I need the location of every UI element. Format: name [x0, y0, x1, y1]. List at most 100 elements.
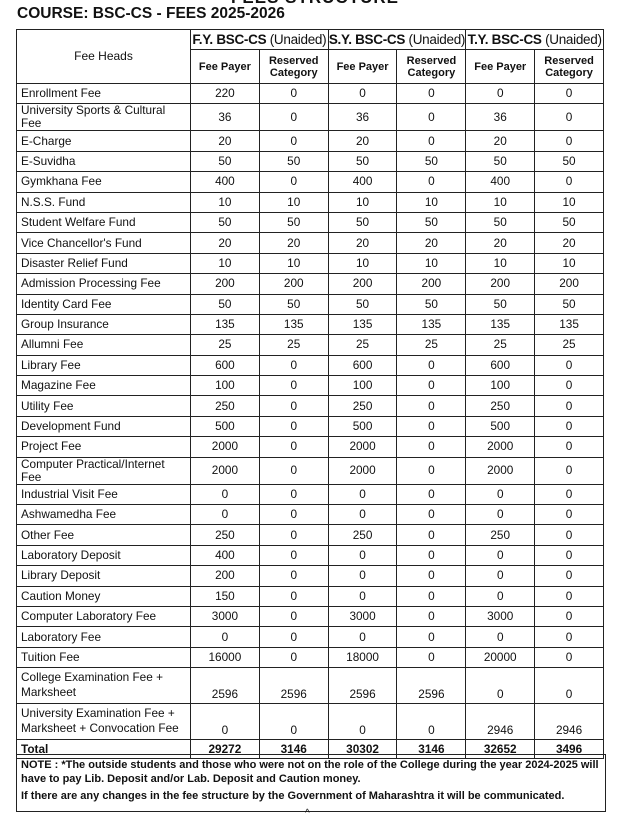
- fee-head-cell: Industrial Visit Fee: [16, 483, 191, 506]
- amount-cell: 0: [396, 375, 467, 397]
- amount-cell: 10: [534, 191, 604, 213]
- fee-payer-header: Fee Payer: [327, 49, 398, 84]
- table-row: Ashwamedha Fee 0 0 0 0 0 0: [16, 504, 604, 526]
- amount-cell: 2596: [327, 667, 398, 705]
- table-row: Magazine Fee 100 0 100 0 100 0: [16, 375, 604, 397]
- amount-cell: 10: [190, 252, 260, 275]
- reserved-category-header: Reserved Category: [396, 49, 467, 84]
- fee-head-cell: University Sports & Cultural Fee: [16, 103, 191, 132]
- amount-cell: 0: [534, 626, 604, 648]
- note-box: NOTE : *The outside students and those w…: [16, 754, 606, 812]
- amount-cell: 0: [396, 605, 467, 628]
- amount-cell: 0: [534, 171, 604, 193]
- fee-head-cell: Ashwamedha Fee: [16, 504, 191, 526]
- amount-cell: 10: [327, 252, 398, 275]
- amount-cell: 0: [258, 436, 329, 458]
- reserved-category-header: Reserved Category: [258, 49, 329, 84]
- amount-cell: 0: [534, 456, 604, 485]
- page-title: FEES STRUCTURE: [0, 0, 630, 8]
- amount-cell: 50: [258, 293, 329, 315]
- amount-cell: 0: [258, 130, 329, 152]
- amount-cell: 0: [190, 483, 260, 506]
- fee-structure-table: Fee Heads F.Y. BSC-CS (Unaided) S.Y. BSC…: [16, 29, 604, 760]
- amount-cell: 0: [396, 171, 467, 193]
- amount-cell: 0: [327, 82, 398, 105]
- amount-cell: 250: [327, 395, 398, 417]
- fee-head-cell: Magazine Fee: [16, 375, 191, 397]
- table-row: Laboratory Deposit 400 0 0 0 0 0: [16, 544, 604, 567]
- amount-cell: 0: [396, 483, 467, 506]
- amount-cell: 200: [327, 273, 398, 295]
- amount-cell: 25: [258, 334, 329, 356]
- table-row: College Examination Fee + Marksheet 2596 25…: [16, 667, 604, 705]
- fee-head-cell: Utility Fee: [16, 395, 191, 417]
- amount-cell: 36: [190, 103, 260, 132]
- amount-cell: 135: [465, 313, 536, 336]
- amount-cell: 3000: [465, 605, 536, 628]
- fee-head-cell: Tuition Fee: [16, 646, 191, 669]
- fee-head-cell: Laboratory Deposit: [16, 544, 191, 567]
- amount-cell: 50: [190, 211, 260, 234]
- fee-head-line: College Examination Fee +: [21, 669, 163, 684]
- amount-cell: 20: [534, 232, 604, 254]
- amount-cell: 0: [534, 415, 604, 438]
- amount-cell: 200: [190, 273, 260, 295]
- amount-cell: 0: [396, 585, 467, 607]
- amount-cell: 0: [258, 524, 329, 546]
- amount-cell: 600: [327, 354, 398, 377]
- amount-cell: 50: [327, 211, 398, 234]
- amount-cell: 10: [327, 191, 398, 213]
- amount-cell: 50: [465, 150, 536, 173]
- amount-cell: 200: [465, 273, 536, 295]
- amount-cell: 0: [465, 565, 536, 587]
- amount-cell: 0: [258, 103, 329, 132]
- table-row: Laboratory Fee 0 0 0 0 0 0: [16, 626, 604, 648]
- amount-cell: 10: [465, 191, 536, 213]
- amount-cell: 20: [190, 130, 260, 152]
- fee-head-cell: Enrollment Fee: [16, 82, 191, 105]
- amount-cell: 10: [258, 252, 329, 275]
- amount-cell: 250: [190, 524, 260, 546]
- amount-cell: 3000: [327, 605, 398, 628]
- amount-cell: 0: [396, 415, 467, 438]
- amount-cell: 25: [534, 334, 604, 356]
- fee-head-cell: Group Insurance: [16, 313, 191, 336]
- amount-cell: 135: [190, 313, 260, 336]
- table-row: Other Fee 250 0 250 0 250 0: [16, 524, 604, 546]
- table-row: Project Fee 2000 0 2000 0 2000 0: [16, 436, 604, 458]
- amount-cell: 100: [465, 375, 536, 397]
- amount-cell: 50: [396, 211, 467, 234]
- amount-cell: 0: [534, 585, 604, 607]
- amount-cell: 0: [258, 626, 329, 648]
- amount-cell: 250: [465, 524, 536, 546]
- amount-cell: 0: [396, 544, 467, 567]
- amount-cell: 0: [258, 82, 329, 105]
- amount-cell: 0: [396, 130, 467, 152]
- table-row: Identity Card Fee 50 50 50 50 50 50: [16, 293, 604, 315]
- amount-cell: 200: [190, 565, 260, 587]
- amount-cell: 200: [258, 273, 329, 295]
- note-line-2: If there are any changes in the fee stru…: [21, 790, 565, 802]
- amount-cell: 0: [465, 544, 536, 567]
- fee-head-cell: Admission Processing Fee: [16, 273, 191, 295]
- table-row: Group Insurance 135 135 135 135 135 135: [16, 313, 604, 336]
- amount-cell: 250: [190, 395, 260, 417]
- caret-mark: ^: [305, 808, 310, 819]
- course-title: COURSE: BSC-CS - FEES 2025-2026: [17, 5, 285, 22]
- amount-cell: 50: [534, 293, 604, 315]
- amount-cell: 0: [396, 395, 467, 417]
- amount-cell: 20: [396, 232, 467, 254]
- table-row: Computer Laboratory Fee 3000 0 3000 0 3000 0: [16, 605, 604, 628]
- amount-cell: 0: [534, 544, 604, 567]
- amount-cell: 0: [396, 436, 467, 458]
- group-header-fy: F.Y. BSC-CS (Unaided): [190, 29, 329, 50]
- table-row: University Sports & Cultural Fee 36 0 36 0 36…: [16, 103, 604, 132]
- fee-head-cell: Identity Card Fee: [16, 293, 191, 315]
- amount-cell: 50: [465, 293, 536, 315]
- amount-cell: 0: [534, 436, 604, 458]
- amount-cell: 10: [258, 191, 329, 213]
- amount-cell: 200: [396, 273, 467, 295]
- amount-cell: 20: [327, 232, 398, 254]
- amount-cell: 50: [258, 150, 329, 173]
- fee-head-cell: University Examination Fee + Marksheet + …: [16, 703, 191, 741]
